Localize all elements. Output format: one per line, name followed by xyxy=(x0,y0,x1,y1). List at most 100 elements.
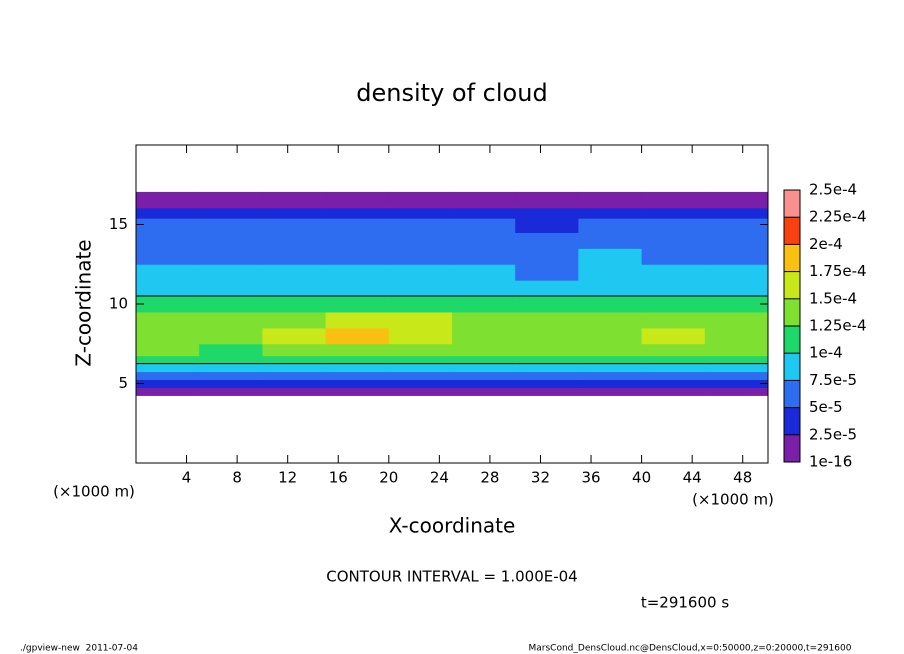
heat-cell xyxy=(452,363,516,373)
heat-cell xyxy=(641,296,706,313)
heat-cell xyxy=(578,355,643,365)
heat-cell xyxy=(262,280,327,297)
y-unit: (×1000 m) xyxy=(53,483,135,501)
heat-cell xyxy=(641,232,706,249)
heat-cell xyxy=(136,218,200,233)
heat-cell xyxy=(704,355,769,365)
heat-cell xyxy=(452,280,516,297)
heat-cell xyxy=(262,355,327,365)
heat-cell xyxy=(704,387,769,396)
x-tick-label: 32 xyxy=(531,469,550,487)
heat-cell xyxy=(325,311,390,329)
heat-cell xyxy=(641,379,706,388)
heat-cell xyxy=(325,280,390,297)
heat-cell xyxy=(452,296,516,313)
heat-cell xyxy=(641,207,706,219)
heat-cell xyxy=(199,199,263,209)
heat-cell xyxy=(515,311,579,329)
heat-cell xyxy=(388,327,453,345)
heat-cell xyxy=(641,280,706,297)
heat-cell xyxy=(704,191,769,201)
heat-cell xyxy=(641,343,706,357)
heat-cell xyxy=(515,199,579,209)
heat-cell xyxy=(578,199,643,209)
heat-cell xyxy=(452,355,516,365)
heat-cell xyxy=(388,363,453,373)
heat-cell xyxy=(452,232,516,249)
heat-cell xyxy=(704,343,769,357)
heat-cell xyxy=(262,232,327,249)
heat-cell xyxy=(641,218,706,233)
heat-cell xyxy=(704,264,769,281)
heat-cell xyxy=(325,387,390,396)
heat-cell xyxy=(262,296,327,313)
chart-title: density of cloud xyxy=(356,79,547,107)
y-tick-label: 5 xyxy=(118,374,128,392)
heat-cell xyxy=(578,311,643,329)
heat-cell xyxy=(704,327,769,345)
heat-cell xyxy=(325,343,390,357)
heat-cell xyxy=(136,371,200,381)
heat-cell xyxy=(704,296,769,313)
heat-cell xyxy=(262,207,327,219)
y-tick-label: 15 xyxy=(109,215,128,233)
heat-cell xyxy=(136,379,200,388)
heat-cell xyxy=(704,199,769,209)
heat-cell xyxy=(452,311,516,329)
heat-cell xyxy=(641,311,706,329)
heat-cell xyxy=(452,371,516,381)
heat-cell xyxy=(704,379,769,388)
heat-cell xyxy=(262,371,327,381)
x-tick-label: 16 xyxy=(329,469,348,487)
heat-cell xyxy=(515,248,579,265)
x-axis-label: X-coordinate xyxy=(389,514,516,538)
heat-cell xyxy=(136,232,200,249)
x-tick-label: 48 xyxy=(733,469,752,487)
footer-right: MarsCond_DensCloud.nc@DensCloud,x=0:5000… xyxy=(529,644,852,654)
heat-cell xyxy=(199,280,263,297)
heat-cell xyxy=(325,327,390,345)
heat-cell xyxy=(136,280,200,297)
heat-cell xyxy=(262,264,327,281)
heat-cell xyxy=(199,207,263,219)
heat-cell xyxy=(388,379,453,388)
heat-cell xyxy=(388,232,453,249)
x-tick-label: 40 xyxy=(632,469,651,487)
heat-cell xyxy=(325,232,390,249)
heat-cell xyxy=(325,355,390,365)
heat-cell xyxy=(641,199,706,209)
heat-cell xyxy=(641,191,706,201)
heat-cell xyxy=(641,327,706,345)
heat-cell xyxy=(452,327,516,345)
colorbar-tick-label: 2.5e-5 xyxy=(809,425,857,443)
heat-cell xyxy=(199,232,263,249)
heat-cell xyxy=(641,371,706,381)
colorbar-band xyxy=(784,298,800,326)
x-unit: (×1000 m) xyxy=(692,491,774,509)
x-tick-label: 36 xyxy=(581,469,600,487)
y-axis-label: Z-coordinate xyxy=(72,239,96,366)
heat-cell xyxy=(388,311,453,329)
heat-cell xyxy=(325,371,390,381)
heat-cell xyxy=(704,248,769,265)
heat-cell xyxy=(199,296,263,313)
heat-cell xyxy=(199,248,263,265)
heat-cell xyxy=(388,387,453,396)
y-tick-label: 10 xyxy=(109,295,128,313)
heat-cell xyxy=(388,371,453,381)
heat-cell xyxy=(704,232,769,249)
colorbar-tick-label: 1.25e-4 xyxy=(809,317,867,335)
heat-cell xyxy=(578,387,643,396)
heat-cell xyxy=(641,264,706,281)
heat-cell xyxy=(325,296,390,313)
colorbar-band xyxy=(784,353,800,381)
heat-cell xyxy=(136,327,200,345)
heat-cell xyxy=(325,218,390,233)
heat-cell xyxy=(199,387,263,396)
colorbar-band xyxy=(784,407,800,435)
heat-cell xyxy=(325,199,390,209)
heat-cell xyxy=(578,371,643,381)
heat-cell xyxy=(578,379,643,388)
heat-cell xyxy=(388,191,453,201)
